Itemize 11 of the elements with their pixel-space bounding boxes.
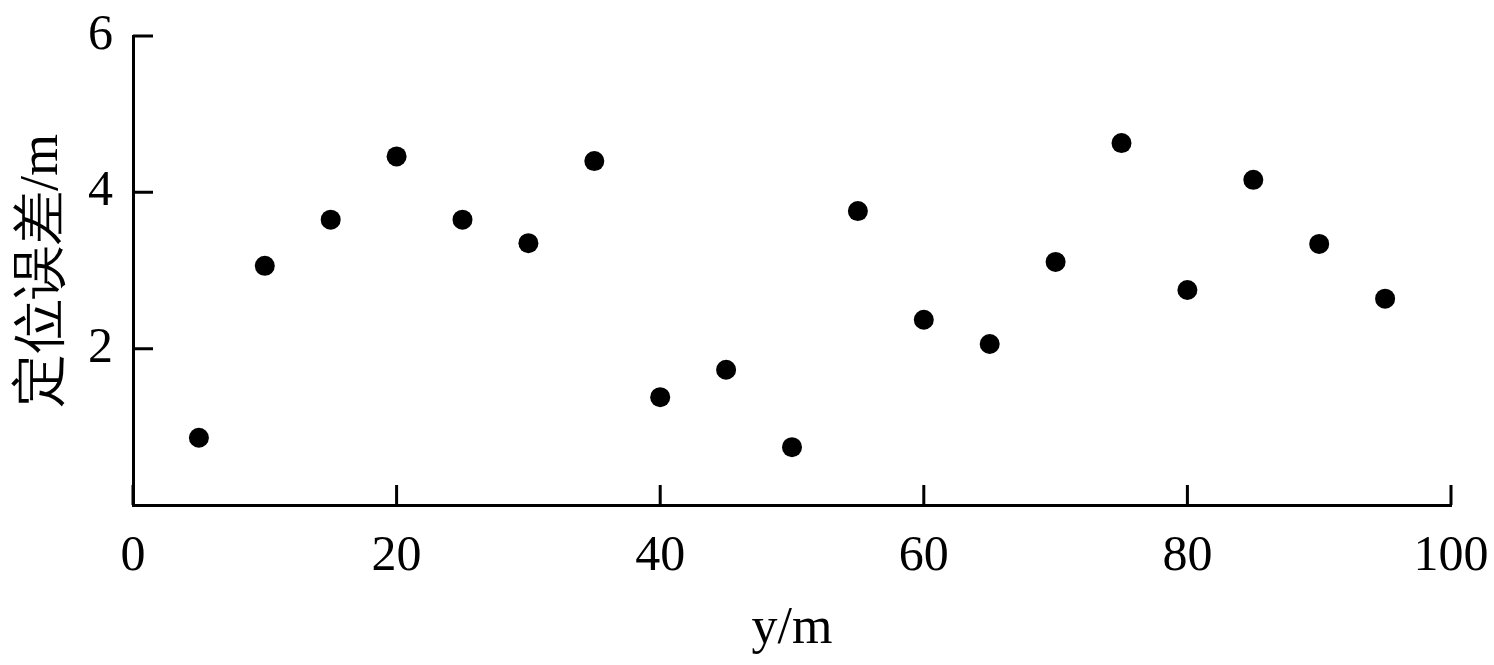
x-tick-label: 60 [898,525,949,582]
y-tick-label: 6 [88,4,113,61]
x-tick-label: 0 [120,525,146,582]
x-tick-label: 20 [371,525,422,582]
x-tick-label: 80 [1162,525,1213,582]
y-tick-label: 4 [88,160,113,217]
x-tick-label: 40 [635,525,686,582]
y-tick-label: 2 [88,316,113,373]
x-tick-label: 100 [1413,525,1489,582]
y-axis-title: 定位误差/m [8,133,69,408]
x-axis-title: y/m [751,597,833,655]
